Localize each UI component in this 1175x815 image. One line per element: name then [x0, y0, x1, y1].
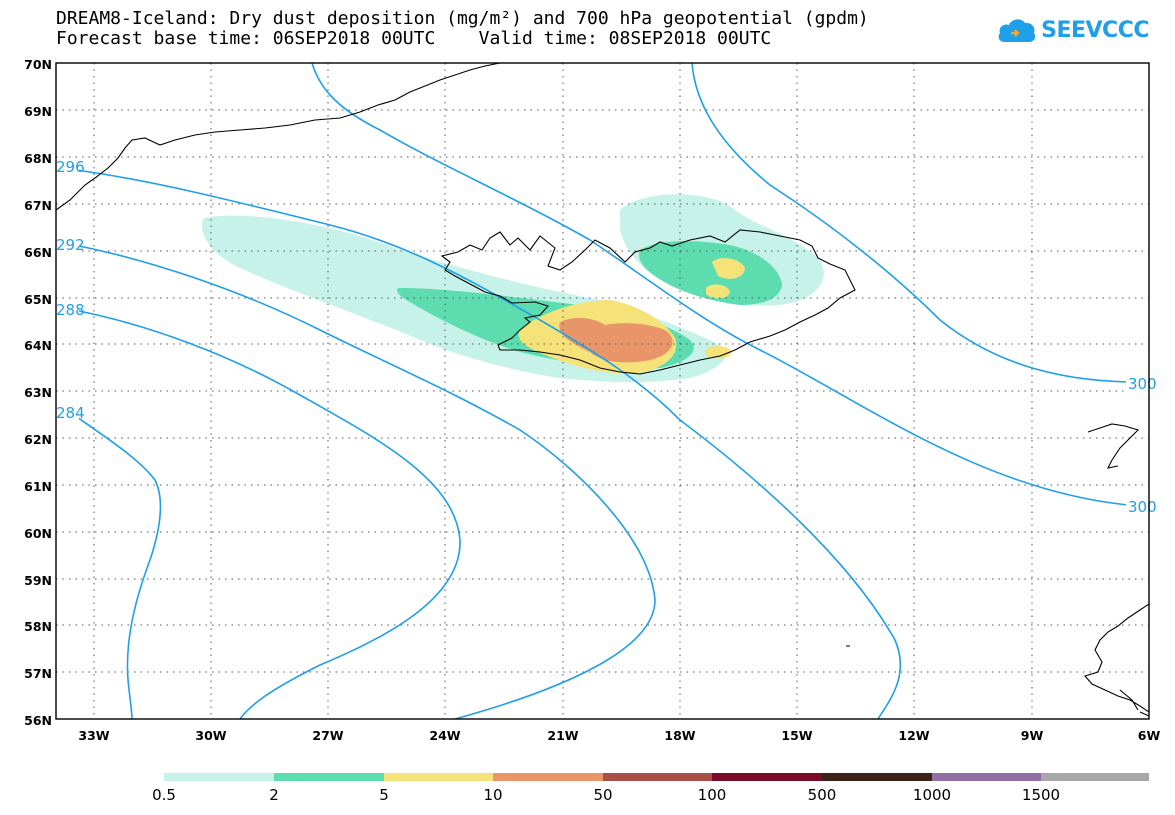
lat-label: 66N: [24, 245, 52, 260]
legend-swatch: [164, 773, 274, 781]
map-frame: [55, 62, 1150, 720]
legend-label: 500: [808, 786, 837, 804]
cloud-logo-icon: [998, 19, 1036, 42]
lat-label: 57N: [24, 666, 52, 681]
dust-band-yellow-se: [705, 346, 732, 359]
faroe-coastline: [1087, 423, 1140, 469]
lat-label: 61N: [24, 479, 52, 494]
legend-swatch: [822, 773, 932, 781]
iceland-coastline: [440, 229, 856, 375]
lon-label: 9W: [1021, 728, 1044, 743]
lat-label: 62N: [24, 432, 52, 447]
lon-label: 33W: [78, 728, 109, 743]
legend-swatch: [1041, 773, 1149, 781]
legend-swatch: [932, 773, 1041, 781]
lon-label: 27W: [312, 728, 343, 743]
seevccc-logo: SEEVCCC: [997, 16, 1149, 44]
lat-label: 67N: [24, 198, 52, 213]
contour-300-north: [311, 63, 1129, 506]
legend-label: 10: [483, 786, 502, 804]
dust-band-green-east: [639, 241, 782, 305]
lon-label: 24W: [429, 728, 460, 743]
greenland-coastline: [56, 63, 501, 211]
lat-label: 60N: [24, 526, 52, 541]
lon-label: 12W: [898, 728, 929, 743]
contour-label-292: 292: [56, 236, 85, 254]
dust-band-yellow-east-1: [712, 258, 745, 279]
lon-label: 18W: [664, 728, 695, 743]
contour-label-284: 284: [56, 404, 85, 422]
lon-label: 6W: [1138, 728, 1161, 743]
forecast-times: Forecast base time: 06SEP2018 00UTC Vali…: [56, 28, 772, 49]
contour-296: [75, 169, 902, 719]
lat-label: 69N: [24, 104, 52, 119]
lat-label: 58N: [24, 619, 52, 634]
legend-label: 1500: [1022, 786, 1060, 804]
legend-swatch: [712, 773, 822, 781]
map-title: DREAM8-Iceland: Dry dust deposition (mg/…: [56, 8, 869, 29]
gridlines: [56, 63, 1149, 719]
dust-band-yellow-east-2: [706, 284, 730, 299]
legend-label: 1000: [913, 786, 951, 804]
scotland-coastline: [1084, 603, 1149, 713]
legend-swatch: [493, 773, 603, 781]
lat-label: 70N: [24, 57, 52, 72]
legend-swatch: [603, 773, 712, 781]
legend-label: 50: [593, 786, 612, 804]
logo-text: SEEVCCC: [1041, 17, 1149, 43]
contour-label-300-a: 300: [1128, 375, 1157, 393]
lat-label: 56N: [24, 713, 52, 728]
legend-label: 2: [269, 786, 279, 804]
lon-label: 30W: [195, 728, 226, 743]
latitude-labels: 70N 69N 68N 67N 66N 65N 64N 63N 62N 61N …: [24, 57, 52, 728]
lat-label: 65N: [24, 292, 52, 307]
lat-label: 68N: [24, 151, 52, 166]
lat-label: 63N: [24, 385, 52, 400]
geopotential-contours: [73, 63, 1129, 719]
contour-284: [73, 414, 162, 719]
contour-label-288: 288: [56, 301, 85, 319]
dust-band-orange: [559, 318, 673, 363]
lat-label: 59N: [24, 573, 52, 588]
legend-label: 5: [379, 786, 389, 804]
contour-label-300-b: 300: [1128, 498, 1157, 516]
lon-label: 21W: [547, 728, 578, 743]
contour-300-east: [691, 63, 1129, 383]
longitude-labels: 33W 30W 27W 24W 21W 18W 15W 12W 9W 6W: [78, 728, 1160, 743]
contour-label-296: 296: [56, 158, 85, 176]
legend-swatch: [274, 773, 384, 781]
contour-292: [73, 244, 656, 719]
legend-swatch: [384, 773, 493, 781]
coastlines: [56, 63, 1149, 717]
dust-field: [202, 194, 824, 383]
legend-label: 100: [698, 786, 727, 804]
contour-288: [73, 309, 461, 719]
lon-label: 15W: [781, 728, 812, 743]
legend-label: 0.5: [152, 786, 176, 804]
scottish-islands-coastline: [846, 645, 1149, 717]
color-legend: 0.5 2 5 10 50 100 500 1000 1500: [152, 773, 1149, 804]
lat-label: 64N: [24, 338, 52, 353]
